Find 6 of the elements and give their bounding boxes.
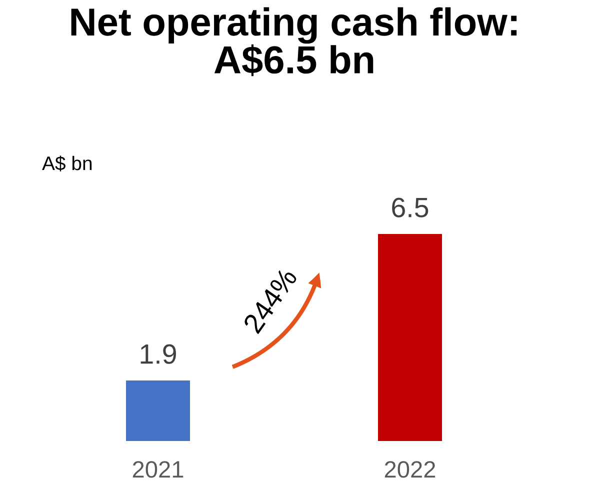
data-label: 6.5 <box>392 198 428 218</box>
y-axis-title: A$ bn <box>42 156 92 172</box>
chart-title: Net operating cash flow: A$6.5 bn <box>71 7 517 76</box>
data-label: 1.9 <box>140 344 176 364</box>
x-tick-label: 2021 <box>132 461 184 478</box>
x-tick-label: 2022 <box>384 461 436 478</box>
